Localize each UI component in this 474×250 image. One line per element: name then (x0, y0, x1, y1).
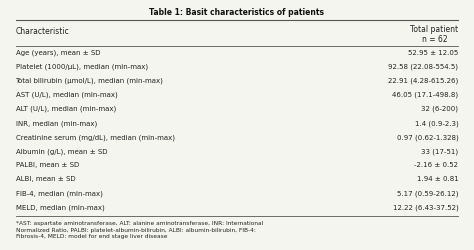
Text: *AST: aspartate aminotransferase, ALT: alanine aminotransferase, INR: Internatio: *AST: aspartate aminotransferase, ALT: a… (16, 221, 263, 239)
Text: 1.4 (0.9-2.3): 1.4 (0.9-2.3) (415, 120, 458, 126)
Text: MELD, median (min-max): MELD, median (min-max) (16, 204, 104, 211)
Text: ALT (U/L), median (min-max): ALT (U/L), median (min-max) (16, 106, 116, 112)
Text: Total bilirubin (μmol/L), median (min-max): Total bilirubin (μmol/L), median (min-ma… (16, 78, 164, 84)
Text: Table 1: Basit characteristics of patients: Table 1: Basit characteristics of patien… (149, 8, 325, 16)
Text: 92.58 (22.08-554.5): 92.58 (22.08-554.5) (389, 64, 458, 70)
Text: 22.91 (4.28-615.26): 22.91 (4.28-615.26) (388, 78, 458, 84)
Text: 1.94 ± 0.81: 1.94 ± 0.81 (417, 176, 458, 182)
Text: 0.97 (0.62-1.328): 0.97 (0.62-1.328) (397, 134, 458, 141)
Text: Characteristic: Characteristic (16, 27, 69, 36)
Text: Creatinine serum (mg/dL), median (min-max): Creatinine serum (mg/dL), median (min-ma… (16, 134, 174, 141)
Text: Total patient
n = 62: Total patient n = 62 (410, 25, 458, 44)
Text: 46.05 (17.1-498.8): 46.05 (17.1-498.8) (392, 92, 458, 98)
Text: 5.17 (0.59-26.12): 5.17 (0.59-26.12) (397, 190, 458, 197)
Text: FIB-4, median (min-max): FIB-4, median (min-max) (16, 190, 102, 197)
Text: 12.22 (6.43-37.52): 12.22 (6.43-37.52) (393, 204, 458, 211)
Text: Albumin (g/L), mean ± SD: Albumin (g/L), mean ± SD (16, 148, 107, 155)
Text: 32 (6-200): 32 (6-200) (421, 106, 458, 112)
Text: Platelet (1000/μL), median (min-max): Platelet (1000/μL), median (min-max) (16, 64, 147, 70)
Text: 33 (17-51): 33 (17-51) (421, 148, 458, 155)
Text: INR, median (min-max): INR, median (min-max) (16, 120, 97, 126)
Text: AST (U/L), median (min-max): AST (U/L), median (min-max) (16, 92, 117, 98)
Text: PALBI, mean ± SD: PALBI, mean ± SD (16, 162, 79, 168)
Text: Age (years), mean ± SD: Age (years), mean ± SD (16, 50, 100, 56)
Text: 52.95 ± 12.05: 52.95 ± 12.05 (408, 50, 458, 56)
Text: ALBI, mean ± SD: ALBI, mean ± SD (16, 176, 75, 182)
Text: -2.16 ± 0.52: -2.16 ± 0.52 (414, 162, 458, 168)
